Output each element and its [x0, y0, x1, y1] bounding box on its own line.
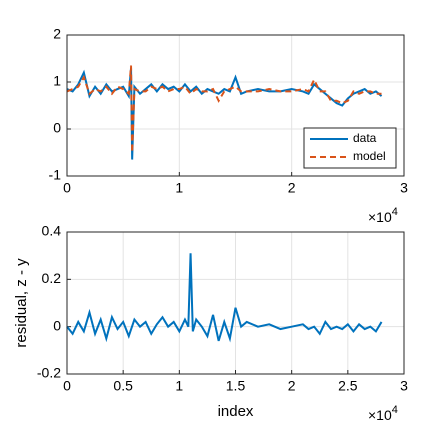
legend-label: data — [353, 131, 377, 145]
x-scale-base: ×10 — [368, 407, 392, 421]
axes-box — [66, 231, 405, 375]
y-tick-label: -1 — [49, 167, 62, 183]
data-line — [66, 253, 383, 343]
x-tick-label: 0 — [63, 378, 71, 394]
axes-box — [66, 34, 405, 177]
x-tick-label: 0 — [63, 180, 71, 196]
x-scale-label: ×104 — [368, 404, 398, 421]
x-tick-label: 0.5 — [113, 378, 133, 394]
x-scale-exponent: 4 — [392, 206, 398, 218]
x-scale-label: ×104 — [368, 206, 398, 225]
legend-label: model — [353, 149, 386, 163]
x-axis-label: index — [218, 403, 254, 420]
y-tick-label: 1 — [53, 73, 61, 89]
x-tick-label: 1 — [175, 180, 183, 196]
x-tick-label: 1.5 — [226, 378, 246, 394]
y-tick-label: 2 — [53, 26, 61, 42]
y-tick-label: 0.2 — [42, 270, 62, 286]
x-scale-exponent: 4 — [392, 404, 398, 416]
y-axis-label: residual, z - y — [13, 258, 30, 348]
x-tick-label: 3 — [400, 180, 408, 196]
legend-box — [303, 127, 397, 169]
y-tick-label: 0.4 — [42, 223, 62, 239]
y-tick-label: -0.2 — [37, 365, 61, 381]
x-tick-label: 2.5 — [338, 378, 358, 394]
y-tick-label: 0 — [53, 120, 61, 136]
x-tick-label: 2 — [288, 378, 296, 394]
x-tick-label: 3 — [400, 378, 408, 394]
y-tick-label: 0 — [53, 317, 61, 333]
x-scale-base: ×10 — [368, 209, 392, 225]
x-tick-label: 1 — [175, 378, 183, 394]
x-tick-label: 2 — [288, 180, 296, 196]
data-line — [66, 65, 382, 153]
